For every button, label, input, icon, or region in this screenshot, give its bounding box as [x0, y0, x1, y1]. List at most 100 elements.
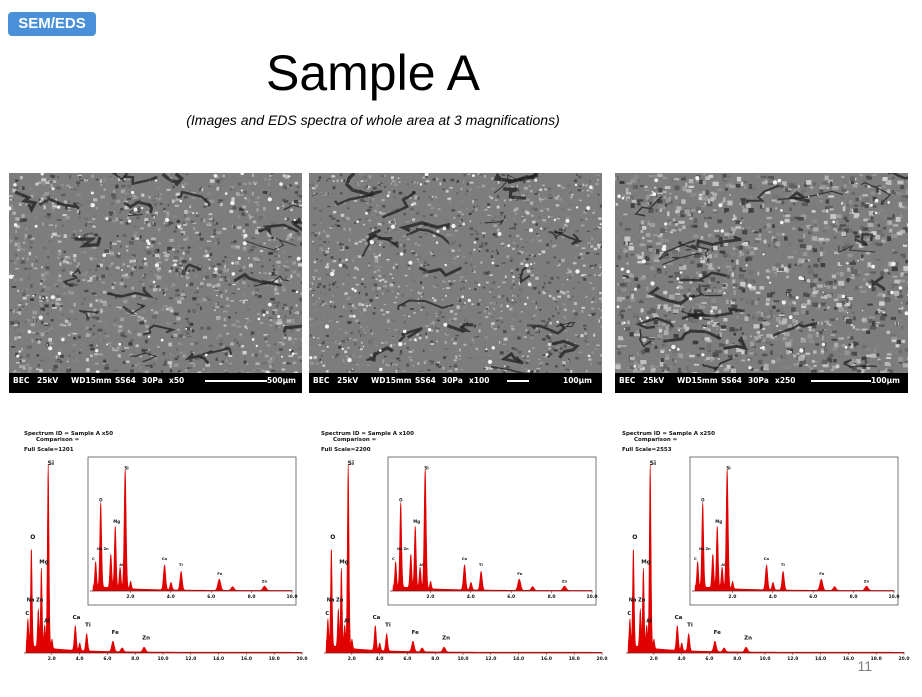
spectrum-tick-label: 10.0: [586, 594, 597, 600]
spectrum-tick-label: 14.0: [815, 656, 826, 662]
spectrum-full-scale: Full Scale=2553: [622, 447, 672, 453]
spectrum-tick-label: 20.0: [596, 656, 607, 662]
spectrum-tick-label: 6.0: [403, 656, 411, 662]
peak-label: Zn: [864, 578, 870, 583]
spectrum-tick-label: 8.0: [850, 594, 858, 600]
section-badge: SEM/EDS: [8, 12, 96, 36]
peak-label: Zn: [142, 636, 150, 642]
spectrum-trace: [24, 464, 303, 654]
eds-spectrum-x50: 2.0 4.0 6.0 8.0 10.0 12.0 14.0 16.0 18.0 20.0 C O Na…: [18, 425, 308, 665]
spectrum-trace: [324, 464, 603, 654]
peak-label: Na Zn: [27, 598, 44, 604]
spectrum-tick-label: 4.0: [678, 656, 686, 662]
spectrum-tick-label: 2.0: [348, 656, 356, 662]
spectrum-comparison: Comparison =: [36, 437, 80, 443]
peak-label: Na Zn: [327, 598, 344, 604]
spectrum-tick-label: 16.0: [843, 656, 854, 662]
spectrum-tick-label: 4.0: [167, 594, 175, 600]
peak-label: Si: [650, 460, 656, 467]
spectrum-tick-label: 16.0: [541, 656, 552, 662]
spectrum-tick-label: 8.0: [131, 656, 139, 662]
peak-label: Mg: [39, 560, 48, 566]
sem-working-distance: WD15mm: [371, 376, 412, 385]
spectrum-tick-label: 12.0: [485, 656, 496, 662]
spectrum-trace: [90, 469, 293, 592]
peak-label: O: [632, 534, 637, 541]
sem-voltage: 25kV: [643, 376, 665, 385]
peak-label: Fe: [714, 630, 722, 636]
spectrum-tick-label: 20.0: [296, 656, 307, 662]
spectrum-full-scale: Full Scale=1201: [24, 447, 74, 453]
sem-voltage: 25kV: [37, 376, 59, 385]
sem-voltage: 25kV: [337, 376, 359, 385]
peak-label: Fe: [517, 571, 522, 576]
peak-label: O: [399, 498, 403, 503]
peak-label: Si: [48, 460, 54, 467]
sem-micrograph-texture: [309, 173, 602, 373]
sem-mode: BEC: [619, 376, 636, 385]
sem-scale-bar: [811, 380, 871, 382]
spectrum-tick-label: 4.0: [769, 594, 777, 600]
sem-working-distance: WD15mm: [71, 376, 112, 385]
spectrum-tick-label: 14.0: [513, 656, 524, 662]
eds-plot: 2.0 4.0 6.0 8.0 10.0 12.0 14.0 16.0 18.0 20.0 C O Na…: [324, 456, 608, 662]
peak-label: Fe: [217, 571, 222, 576]
sem-magnification: x250: [775, 376, 796, 385]
peak-label: Ca: [675, 615, 683, 621]
peak-label: Mg: [413, 519, 420, 524]
sem-spot-size: SS64: [721, 376, 742, 385]
peak-label: Ca: [373, 615, 381, 621]
peak-label: Ti: [85, 622, 91, 628]
sem-image-x250: BEC 25kV WD15mm SS64 30Pa x250 100µm: [615, 173, 908, 393]
peak-label: Zn: [562, 578, 568, 583]
spectrum-tick-label: 10.0: [157, 656, 168, 662]
peak-label: Si: [124, 465, 129, 470]
spectrum-tick-label: 14.0: [213, 656, 224, 662]
peak-label: Fe: [112, 630, 120, 636]
peak-label: Zn: [744, 636, 752, 642]
spectrum-tick-label: 8.0: [248, 594, 256, 600]
eds-spectrum-x100: 2.0 4.0 6.0 8.0 10.0 12.0 14.0 16.0 18.0 20.0 C O Na…: [318, 425, 608, 665]
eds-spectrum-x250: 2.0 4.0 6.0 8.0 10.0 12.0 14.0 16.0 18.0 20.0 C O Na…: [620, 425, 910, 665]
spectrum-tick-label: 10.0: [888, 594, 899, 600]
peak-label: O: [330, 534, 335, 541]
spectrum-tick-label: 12.0: [185, 656, 196, 662]
spectrum-comparison: Comparison =: [333, 437, 377, 443]
spectrum-tick-label: 2.0: [48, 656, 56, 662]
spectrum-tick-label: 4.0: [76, 656, 84, 662]
peak-label: Fe: [412, 630, 420, 636]
peak-label: Na Zn: [397, 547, 409, 551]
sem-scale-label: 100µm: [871, 376, 900, 385]
sem-mode: BEC: [13, 376, 30, 385]
peak-label: C: [694, 556, 697, 561]
spectrum-tick-label: 6.0: [507, 594, 515, 600]
peak-label: Mg: [641, 560, 650, 566]
sem-micrograph-texture: [615, 173, 908, 373]
sem-mode: BEC: [313, 376, 330, 385]
peak-label: Na Zn: [97, 547, 109, 551]
peak-label: Ti: [385, 622, 391, 628]
peak-label: O: [99, 498, 103, 503]
peak-label: O: [701, 498, 705, 503]
peak-label: Ca: [462, 556, 468, 561]
peak-label: Al: [344, 619, 350, 625]
sem-micrograph-texture: [9, 173, 302, 373]
spectrum-tick-label: 6.0: [207, 594, 215, 600]
spectrum-tick-label: 16.0: [241, 656, 252, 662]
sem-scale-bar: [205, 380, 267, 382]
spectrum-tick-label: 2.0: [126, 594, 134, 600]
spectrum-tick-label: 10.0: [286, 594, 297, 600]
spectrum-comparison: Comparison =: [634, 437, 678, 443]
sem-spot-size: SS64: [415, 376, 436, 385]
spectrum-tick-label: 2.0: [728, 594, 736, 600]
spectrum-tick-label: 4.0: [376, 656, 384, 662]
spectrum-tick-label: 20.0: [898, 656, 909, 662]
sem-pressure: 30Pa: [748, 376, 769, 385]
sem-scale-label: 100µm: [563, 376, 592, 385]
peak-label: Ti: [179, 562, 183, 567]
peak-label: Fe: [819, 571, 824, 576]
peak-label: Al: [646, 619, 652, 625]
peak-label: Ti: [687, 622, 693, 628]
peak-label: Mg: [113, 519, 120, 524]
spectrum-tick-label: 10.0: [457, 656, 468, 662]
